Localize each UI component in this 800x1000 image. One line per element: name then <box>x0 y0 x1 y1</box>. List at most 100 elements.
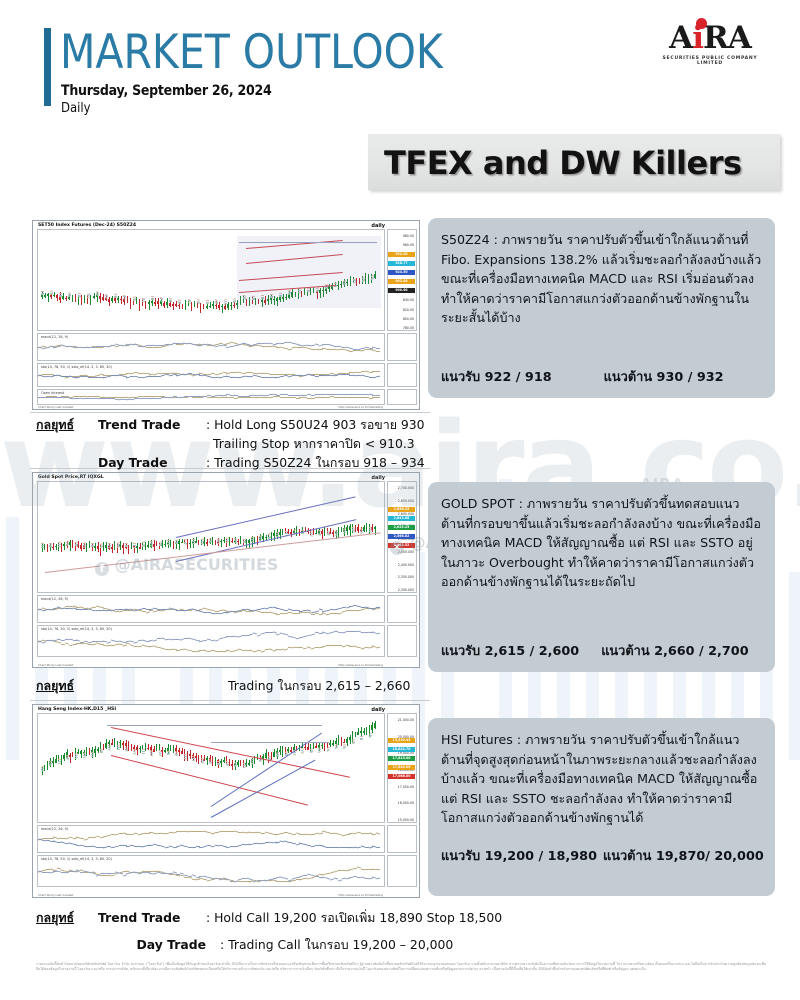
scale-tick: 20,000.00 <box>397 734 414 739</box>
chart-footer-left: Chart Study Last Created <box>38 893 74 897</box>
strategy-row-value: : Trading S50Z24 ในกรอบ 918 – 934 <box>206 455 425 470</box>
chart-hsi-futures[interactable]: Hang Seng Index-HK,D15 _HSI daily TOPPro… <box>32 704 420 898</box>
macd-label: macd(12, 26, 9) <box>41 827 69 831</box>
macd-pane: macd(12, 26, 9) <box>37 595 385 623</box>
commentary-body: GOLD SPOT : ภาพรายวัน ราคาปรับตัวขึ้นทดส… <box>441 496 761 589</box>
report-frequency: Daily <box>61 101 91 116</box>
scale-tick: 2,650.000 <box>397 498 414 503</box>
trendline <box>238 242 378 243</box>
strategy-row-value: Trailing Stop หากราคาปิด < 910.3 <box>213 436 415 451</box>
scale-tick: 19,000.00 <box>397 751 414 756</box>
price-chip: 924.50 <box>388 270 415 276</box>
chart-gold-spot[interactable]: Gold Spot Price,RT IQXGL daily TOPProfes… <box>32 472 420 668</box>
strategy-row-name: Day Trade <box>136 937 207 952</box>
stochastic-scale <box>387 363 417 387</box>
chart-period: daily <box>371 707 385 713</box>
strategy-row-name: Trend Trade <box>98 417 181 432</box>
scale-tick: 17,000.00 <box>397 784 414 789</box>
chart-s50z24[interactable]: SET50 Index Futures (Dec-24) S50Z24 dail… <box>32 220 420 410</box>
price-chip: 17,815.00 <box>388 756 415 762</box>
price-chip: 18,842.70 <box>388 747 415 753</box>
aira-logo: AiRA SECURITIES PUBLIC COMPANY LIMITED <box>650 18 770 70</box>
strategy-hsi-futures: กลยุทธ์ Trend Trade : Hold Call 19,200 ร… <box>36 908 506 954</box>
chart-footer-right: http://www.aira.co.th/marketing <box>338 405 383 409</box>
commentary-body: S50Z24 : ภาพรายวัน ราคาปรับตัวขึ้นเข้าใก… <box>441 232 762 325</box>
commentary-hsi-futures: HSI Futures : ภาพรายวัน ราคาปรับตัวขึ้นเ… <box>428 718 775 896</box>
strategy-s50z24: กลยุทธ์ Trend Trade : Hold Long S50U24 9… <box>36 415 436 472</box>
stochastic-label: sto(14, 78, 50, 1) ssto_ef(14, 3, 3, 80,… <box>41 627 112 631</box>
price-pane <box>37 713 385 823</box>
macd-scale <box>387 825 417 853</box>
strategy-row-value: : Hold Long S50U24 903 รอขาย 930 <box>206 417 425 432</box>
trendline <box>107 724 322 726</box>
open-interest-label: Open Interest <box>41 391 65 395</box>
macd-scale <box>387 595 417 623</box>
price-chip: 902.40 <box>388 279 415 285</box>
open-interest-scale <box>387 389 417 405</box>
scale-tick: 980.00 <box>402 234 414 238</box>
stochastic-label: sto(14, 78, 50, 1) ssto_ef(14, 3, 3, 80,… <box>41 365 112 369</box>
commentary-s50z24: S50Z24 : ภาพรายวัน ราคาปรับตัวขึ้นเข้าใก… <box>428 218 775 398</box>
scale-tick: 2,400.000 <box>397 562 414 567</box>
chart-title: Gold Spot Price,RT IQXGL <box>38 475 104 480</box>
scale-tick: 840.00 <box>402 298 414 303</box>
price-pane <box>37 481 385 593</box>
divider <box>30 412 430 413</box>
scale-tick: 800.00 <box>402 316 414 321</box>
open-interest-pane: Open Interest <box>37 389 385 405</box>
chart-footer-right: http://www.aira.co.th/marketing <box>338 663 383 667</box>
macd-label: macd(12, 26, 9) <box>41 335 69 339</box>
stochastic-pane: sto(14, 78, 50, 1) ssto_ef(14, 3, 3, 80,… <box>37 855 385 887</box>
price-chip: 2,643.08 <box>388 515 415 521</box>
price-scale: 21,000.0020,000.0019,000.0018,000.0017,0… <box>387 713 417 823</box>
price-chip: 19,530.43 <box>388 738 415 744</box>
disclaimer-text: รายงานฉบับนี้จัดทำโดยนายของบริษัทหลักทรั… <box>36 962 766 972</box>
chart-footer-left: Chart Study Last Created <box>38 405 74 409</box>
stochastic-pane: sto(14, 78, 50, 1) ssto_ef(14, 3, 3, 80,… <box>37 625 385 657</box>
price-scale: 2,700.0002,650.0002,600.0002,550.0002,50… <box>387 481 417 593</box>
stochastic-scale <box>387 625 417 657</box>
resistance-levels: แนวต้าน 19,870/ 20,000 <box>602 848 764 864</box>
scale-tick: 2,350.000 <box>397 575 414 580</box>
strategy-row: กลยุทธ์ Trend Trade : Hold Long S50U24 9… <box>36 415 436 434</box>
scale-tick: 2,600.000 <box>397 511 414 516</box>
chart-title: Hang Seng Index-HK,D15 _HSI <box>38 707 117 712</box>
macd-scale <box>387 333 417 361</box>
stochastic-pane: sto(14, 78, 50, 1) ssto_ef(14, 3, 3, 80,… <box>37 363 385 387</box>
support-levels: แนวรับ 2,615 / 2,600 <box>441 643 580 659</box>
macd-pane: macd(12, 26, 9) <box>37 825 385 853</box>
stochastic-scale <box>387 855 417 887</box>
trendline <box>210 732 322 807</box>
levels-row: แนวรับ 19,200 / 18,980 แนวต้าน 19,870/ 20… <box>441 847 764 867</box>
chart-footer-left: Chart Study Last Created <box>38 663 74 667</box>
trendline <box>110 726 350 778</box>
price-chip: 932.20 <box>388 252 415 258</box>
strategy-row: Day Trade : Trading S50Z24 ในกรอบ 918 – … <box>36 453 436 472</box>
page-title: MARKET OUTLOOK <box>60 25 443 80</box>
fibo-zone <box>236 236 381 308</box>
support-levels: แนวรับ 922 / 918 <box>441 369 552 385</box>
divider <box>30 468 430 469</box>
resistance-levels: แนวต้าน 930 / 932 <box>603 369 724 385</box>
levels-row: แนวรับ 922 / 918 แนวต้าน 930 / 932 <box>441 368 724 388</box>
strategy-label: กลยุทธ์ <box>36 910 75 925</box>
strategy-label: กลยุทธ์ <box>36 678 75 693</box>
commentary-body: HSI Futures : ภาพรายวัน ราคาปรับตัวขึ้นเ… <box>441 732 758 825</box>
scale-tick: 2,300.000 <box>397 588 414 592</box>
stochastic-label: sto(14, 78, 50, 1) ssto_ef(14, 3, 3, 80,… <box>41 857 112 861</box>
logo-wordmark: AiRA <box>669 18 752 56</box>
price-chip: 2,625.25 <box>388 524 415 530</box>
price-chip: 900.60 <box>388 288 415 294</box>
price-chip: 2,443.52 <box>388 542 415 548</box>
strategy-row-name <box>98 434 206 453</box>
commentary-gold-spot: GOLD SPOT : ภาพรายวัน ราคาปรับตัวขึ้นทดส… <box>428 482 775 672</box>
strategy-row-value: : Trading Call ในกรอบ 19,200 – 20,000 <box>220 937 454 952</box>
strategy-row-name: Day Trade <box>98 455 168 470</box>
report-date: Thursday, September 26, 2024 <box>61 83 272 99</box>
logo-dot-icon <box>696 18 707 29</box>
scale-tick: 2,450.000 <box>397 549 414 554</box>
macd-pane: macd(12, 26, 9) <box>37 333 385 361</box>
levels-row: แนวรับ 2,615 / 2,600 แนวต้าน 2,660 / 2,70… <box>441 642 749 662</box>
strategy-row: กลยุทธ์ Trading ในกรอบ 2,615 – 2,660 <box>36 676 436 695</box>
